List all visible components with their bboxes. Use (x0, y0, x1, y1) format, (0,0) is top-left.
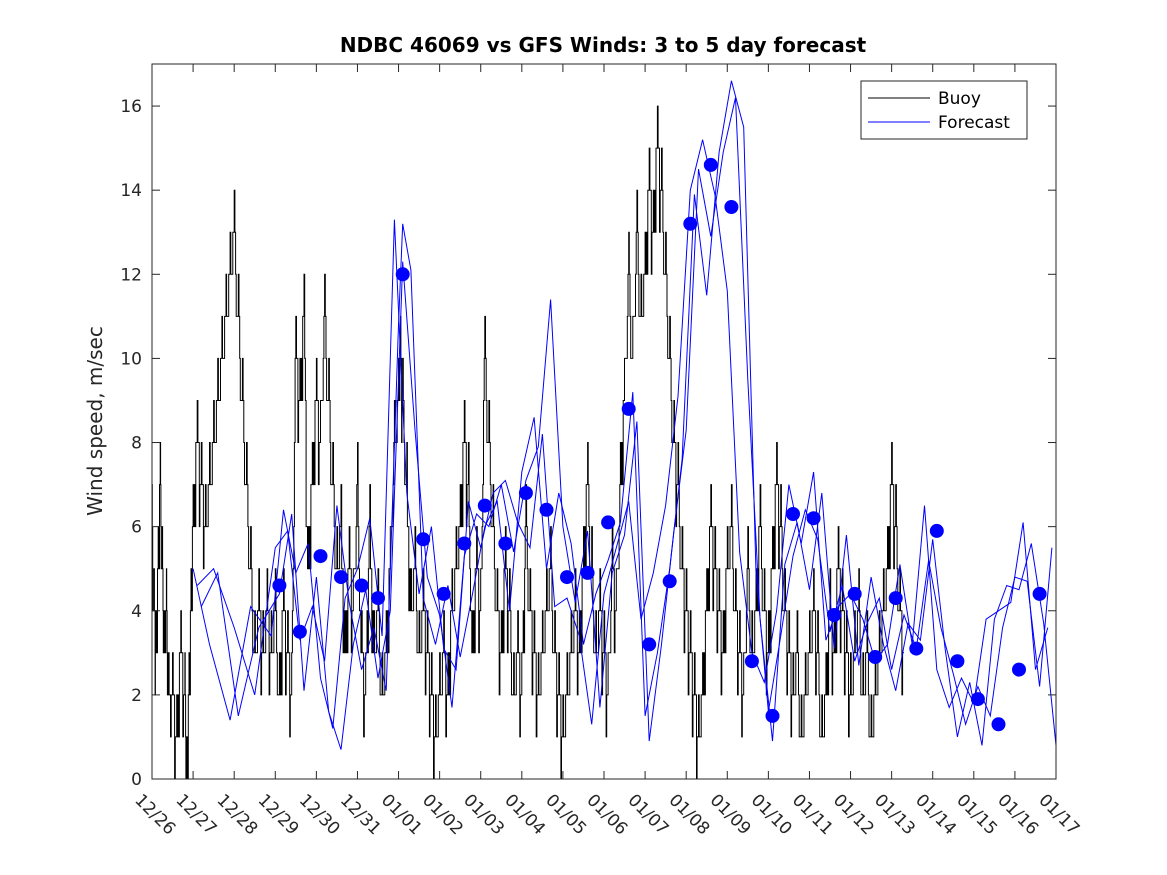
forecast-marker (292, 624, 307, 639)
legend-label-forecast: Forecast (938, 113, 1010, 133)
forecast-marker (642, 637, 657, 652)
forecast-marker (560, 570, 574, 585)
forecast-marker (683, 216, 698, 231)
legend-label-buoy: Buoy (938, 89, 981, 109)
legend-box (860, 80, 1028, 140)
forecast-marker (1032, 586, 1047, 601)
forecast-marker (909, 641, 924, 656)
forecast-series (192, 80, 1057, 750)
forecast-marker (272, 578, 287, 593)
forecast-marker (765, 708, 780, 723)
forecast-marker (354, 578, 369, 593)
plot-area (151, 63, 1057, 780)
y-tick-label: 8 (131, 434, 142, 454)
y-tick-label: 12 (120, 265, 142, 285)
forecast-marker (539, 502, 554, 517)
forecast-marker (601, 515, 616, 530)
y-axis-label: Wind speed, m/sec (83, 326, 107, 516)
forecast-marker (724, 200, 739, 214)
forecast-marker (991, 717, 1006, 732)
forecast-line-run2 (200, 97, 1057, 750)
forecast-line-run1 (196, 80, 1053, 727)
y-tick-label: 0 (131, 770, 142, 790)
forecast-marker (827, 608, 842, 622)
forecast-marker (786, 507, 800, 521)
y-tick-label: 10 (120, 349, 142, 369)
y-tick-label: 14 (120, 181, 142, 201)
chart-title: NDBC 46069 vs GFS Winds: 3 to 5 day fore… (340, 33, 867, 57)
forecast-marker (498, 536, 513, 551)
legend: Buoy Forecast (860, 80, 1028, 140)
forecast-marker (950, 654, 965, 669)
forecast-marker (744, 654, 759, 669)
y-tick-label: 2 (131, 686, 142, 706)
forecast-marker (888, 591, 903, 606)
forecast-marker (929, 523, 944, 538)
forecast-marker (621, 401, 636, 416)
forecast-marker (371, 591, 385, 606)
forecast-markers (272, 157, 1047, 732)
forecast-marker (436, 586, 451, 601)
forecast-marker (970, 692, 985, 707)
forecast-marker (806, 511, 821, 526)
forecast-marker (518, 486, 533, 500)
forecast-marker (395, 267, 410, 282)
forecast-marker (580, 565, 595, 580)
y-tick-label: 4 (131, 602, 142, 622)
y-axis: 0 2 4 6 8 10 12 14 16 (120, 97, 1056, 790)
forecast-marker (457, 536, 472, 551)
forecast-marker (847, 586, 862, 601)
forecast-marker (868, 650, 883, 664)
forecast-marker (477, 498, 492, 513)
forecast-marker (1012, 662, 1026, 677)
y-tick-label: 16 (120, 97, 142, 117)
forecast-marker (703, 157, 718, 172)
forecast-marker (662, 574, 677, 589)
plot-background (152, 64, 1056, 779)
forecast-line-run3 (192, 139, 1049, 729)
forecast-marker (416, 532, 431, 547)
forecast-marker (313, 549, 328, 564)
forecast-marker (334, 570, 348, 585)
y-tick-label: 6 (131, 518, 142, 538)
